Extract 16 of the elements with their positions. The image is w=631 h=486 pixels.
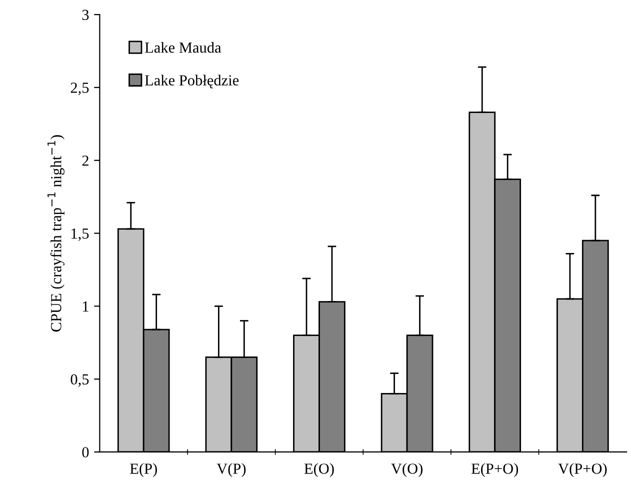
legend-label: Lake Pobłędzie [144, 74, 239, 88]
x-tick-label: V(P+O) [558, 463, 607, 477]
y-tick-label: 2 [82, 156, 88, 166]
legend-label: Lake Mauda [144, 42, 222, 53]
y-tick-label: 0 [82, 447, 89, 458]
x-tick-label: V(O) [391, 463, 422, 477]
x-tick-label: V(P) [216, 463, 246, 477]
x-tick-label: E(P) [130, 463, 157, 477]
y-tick-label: 1,5 [72, 228, 89, 241]
y-axis-title: CPUE (crayfish trap$^{−1}$ night$^{−1}$) [48, 135, 64, 332]
y-tick-label: 0,5 [70, 374, 89, 387]
x-tick-label: E(O) [304, 463, 334, 477]
y-tick-label: 1 [82, 301, 88, 312]
x-tick-label: E(P+O) [471, 463, 518, 477]
y-tick-label: 3 [82, 10, 89, 20]
y-tick-label: 2,5 [70, 82, 89, 96]
